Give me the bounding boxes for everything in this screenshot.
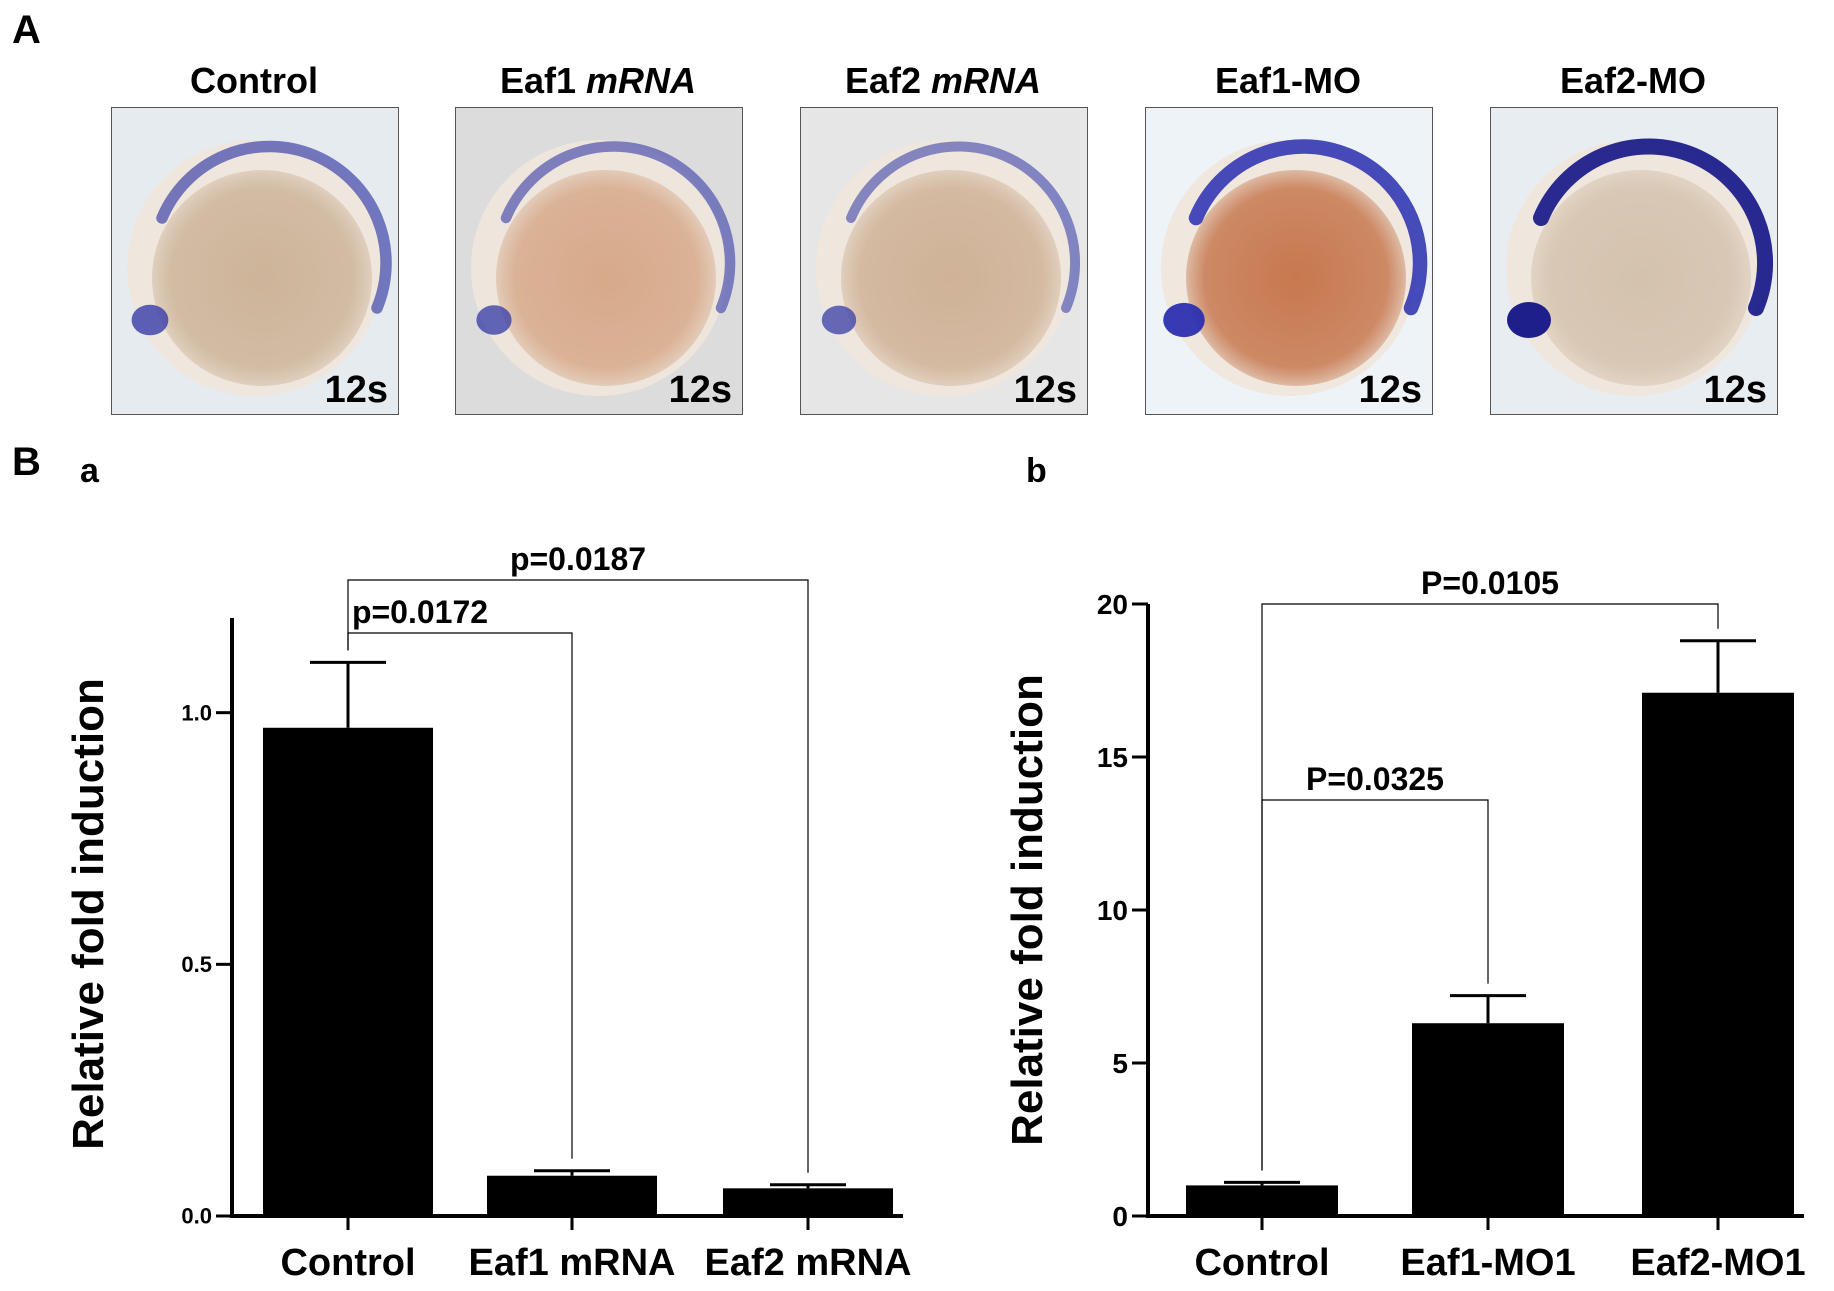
image-title-3: Eaf2 mRNA [783,60,1103,102]
x-tick-label-1-1: Control [280,1242,415,1284]
significance-bracket-1-2 [347,579,809,1173]
significance-bracket-2-2 [1261,603,1719,1171]
image-title-text: Eaf1 [499,60,587,101]
embryo-image-2: 12s [455,107,743,415]
subpanel-a-letter: a [80,452,99,490]
y-axis-label-2: Relative fold induction [1003,674,1052,1146]
embryo-drawing [471,140,736,396]
bar-1-3 [723,1188,893,1216]
image-title-1: Control [94,60,414,102]
embryo-drawing [1506,138,1774,396]
x-tick-label-1-2: Eaf1 mRNA [469,1242,676,1284]
embryo-image-1: 12s [111,107,399,415]
image-title-4: Eaf1-MO [1128,60,1448,102]
stage-label: 12s [1703,369,1767,411]
image-title-5: Eaf2-MO [1473,60,1793,102]
bar-1-2 [487,1175,657,1216]
bar-2-3 [1642,692,1794,1216]
panel-a-letter: A [12,8,41,52]
image-title-text: Control [190,60,318,101]
panel-b-letter: B [12,440,41,484]
image-title-italic-text: mRNA [586,60,697,101]
y-tick-label-2: 10 [1097,895,1128,926]
image-title-text: Eaf1-MO [1214,60,1362,101]
bar-2-1 [1186,1185,1338,1216]
significance-label-1-2: p=0.0187 [510,541,646,577]
x-tick-label-1-3: Eaf2 mRNA [705,1242,912,1284]
subpanel-b-letter: b [1026,452,1047,490]
embryo-drawing [127,140,392,396]
y-tick-label-2: 15 [1097,742,1128,773]
image-title-italic-text: mRNA [931,60,1042,101]
stage-label: 12s [1013,369,1077,411]
bar-2-2 [1412,1023,1564,1216]
stage-label: 12s [324,369,388,411]
embryo-drawing [1161,139,1428,396]
image-title-text: Eaf2-MO [1559,60,1707,101]
stage-label: 12s [668,369,732,411]
y-tick-label-1: 0.5 [181,952,212,977]
embryo-image-4: 12s [1145,107,1433,415]
stage-label: 12s [1358,369,1422,411]
y-tick-label-2: 5 [1112,1048,1128,1079]
y-tick-label-1: 1.0 [181,700,212,725]
embryo-image-3: 12s [800,107,1088,415]
significance-label-2-1: P=0.0325 [1306,761,1444,797]
embryo-drawing [816,140,1081,396]
image-title-text: Eaf2 [844,60,932,101]
x-tick-label-2-3: Eaf2-MO1 [1630,1242,1805,1284]
y-tick-label-1: 0.0 [181,1204,212,1229]
image-title-2: Eaf1 mRNA [438,60,758,102]
y-tick-label-2: 0 [1112,1201,1128,1232]
bar-1-1 [263,727,433,1216]
embryo-image-5: 12s [1490,107,1778,415]
y-axis-label-1: Relative fold induction [64,678,113,1150]
significance-label-2-2: P=0.0105 [1421,565,1559,601]
y-tick-label-2: 20 [1097,589,1128,620]
x-tick-label-2-1: Control [1194,1242,1329,1284]
significance-label-1-1: p=0.0172 [352,594,488,630]
x-tick-label-2-2: Eaf1-MO1 [1400,1242,1575,1284]
